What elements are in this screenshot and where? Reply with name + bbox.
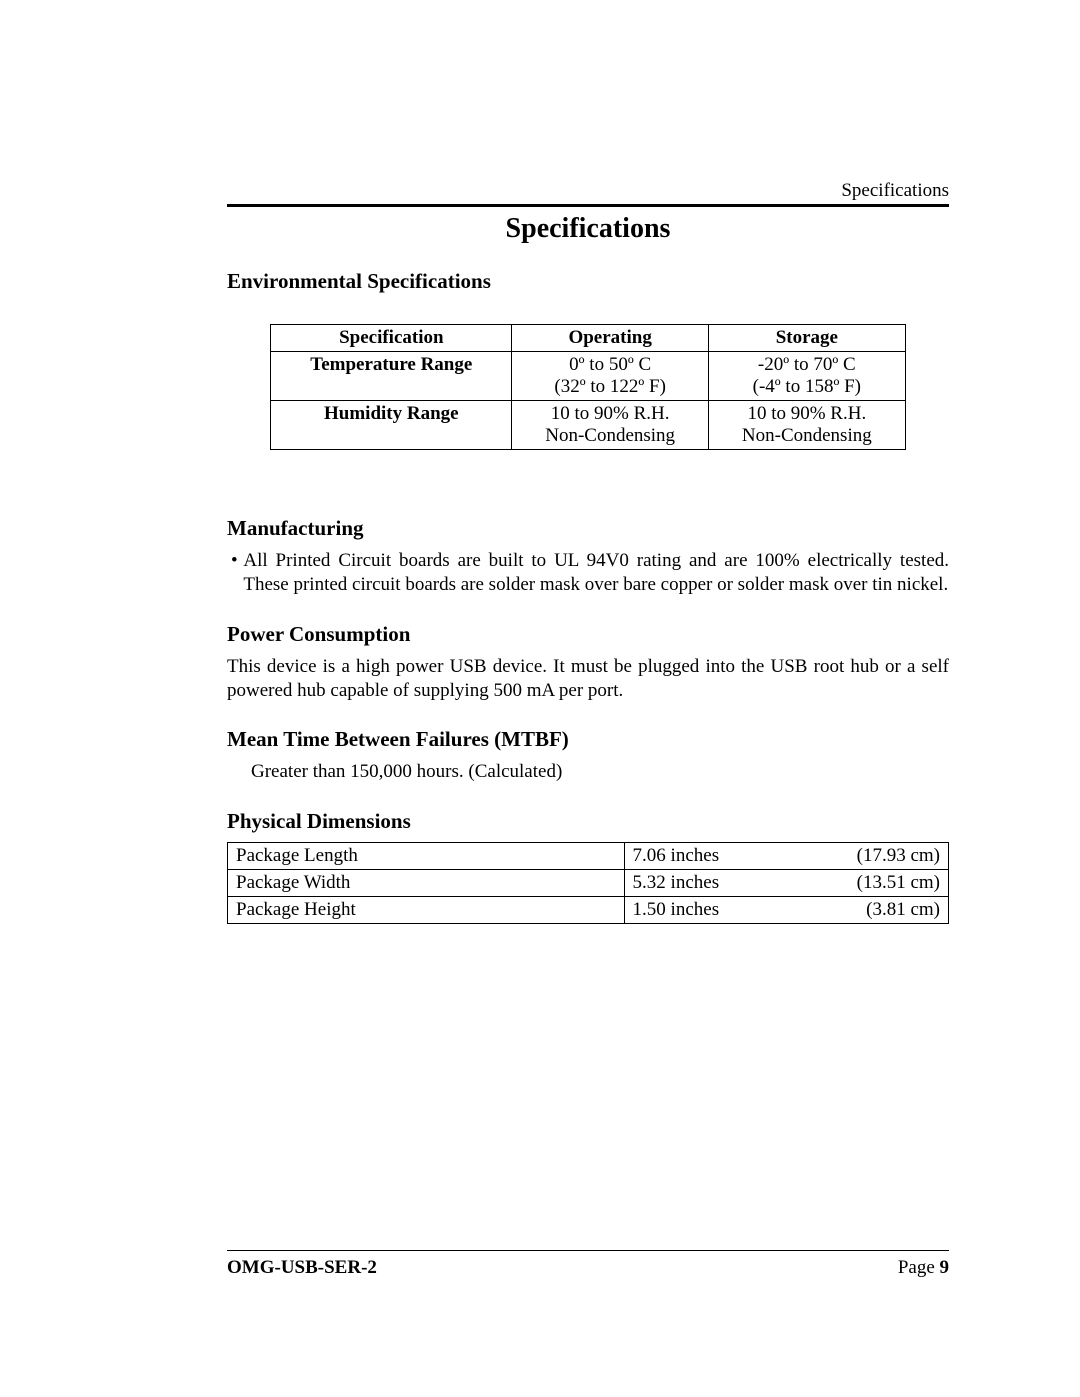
- page-title: Specifications: [227, 213, 949, 245]
- running-head: Specifications: [227, 180, 949, 202]
- section-heading-dimensions: Physical Dimensions: [227, 809, 949, 834]
- row-label: Humidity Range: [271, 401, 512, 450]
- footer-doc-id: OMG-USB-SER-2: [227, 1257, 377, 1279]
- header-rule: [227, 204, 949, 207]
- dim-cm: (3.81 cm): [866, 899, 940, 921]
- cell-line: Non-Condensing: [715, 425, 899, 447]
- col-header: Specification: [271, 325, 512, 352]
- section-heading-power: Power Consumption: [227, 622, 949, 647]
- table-row: Package Length 7.06 inches (17.93 cm): [228, 842, 949, 869]
- dimensions-table: Package Length 7.06 inches (17.93 cm) Pa…: [227, 842, 949, 924]
- dim-value: 5.32 inches (13.51 cm): [624, 869, 948, 896]
- footer-row: OMG-USB-SER-2 Page 9: [227, 1257, 949, 1279]
- table-row: Temperature Range 0º to 50º C (32º to 12…: [271, 352, 905, 401]
- cell-line: -20º to 70º C: [715, 354, 899, 376]
- section-heading-mtbf: Mean Time Between Failures (MTBF): [227, 727, 949, 752]
- footer-page-label: Page: [898, 1257, 940, 1278]
- cell: -20º to 70º C (-4º to 158º F): [708, 352, 905, 401]
- dim-inches: 7.06 inches: [633, 845, 720, 867]
- table-row: Humidity Range 10 to 90% R.H. Non-Conden…: [271, 401, 905, 450]
- cell-line: 10 to 90% R.H.: [518, 403, 702, 425]
- row-label: Temperature Range: [271, 352, 512, 401]
- environmental-table: Specification Operating Storage Temperat…: [270, 324, 905, 450]
- dim-label: Package Width: [228, 869, 625, 896]
- dim-cm: (13.51 cm): [857, 872, 940, 894]
- cell-line: (32º to 122º F): [518, 376, 702, 398]
- cell-line: (-4º to 158º F): [715, 376, 899, 398]
- dim-inches: 1.50 inches: [633, 899, 720, 921]
- table-header-row: Specification Operating Storage: [271, 325, 905, 352]
- cell-line: 10 to 90% R.H.: [715, 403, 899, 425]
- dim-value: 7.06 inches (17.93 cm): [624, 842, 948, 869]
- footer-rule: [227, 1250, 949, 1251]
- spacer: [227, 450, 949, 492]
- cell: 10 to 90% R.H. Non-Condensing: [708, 401, 905, 450]
- cell: 0º to 50º C (32º to 122º F): [512, 352, 709, 401]
- power-text: This device is a high power USB device. …: [227, 655, 949, 704]
- dim-inches: 5.32 inches: [633, 872, 720, 894]
- dim-label: Package Length: [228, 842, 625, 869]
- section-heading-manufacturing: Manufacturing: [227, 516, 949, 541]
- dim-cm: (17.93 cm): [857, 845, 940, 867]
- cell-line: 0º to 50º C: [518, 354, 702, 376]
- footer-page-number: 9: [940, 1257, 950, 1278]
- footer-page: Page 9: [898, 1257, 949, 1279]
- dim-value: 1.50 inches (3.81 cm): [624, 896, 948, 923]
- bullet-icon: •: [231, 549, 243, 573]
- table-row: Package Height 1.50 inches (3.81 cm): [228, 896, 949, 923]
- cell-line: Non-Condensing: [518, 425, 702, 447]
- page-body: Specifications Specifications Environmen…: [227, 180, 949, 1247]
- col-header: Operating: [512, 325, 709, 352]
- footer: OMG-USB-SER-2 Page 9: [227, 1250, 949, 1279]
- section-heading-environmental: Environmental Specifications: [227, 269, 949, 294]
- mtbf-text: Greater than 150,000 hours. (Calculated): [251, 760, 949, 784]
- col-header: Storage: [708, 325, 905, 352]
- bullet-text: All Printed Circuit boards are built to …: [243, 549, 949, 598]
- dim-label: Package Height: [228, 896, 625, 923]
- cell: 10 to 90% R.H. Non-Condensing: [512, 401, 709, 450]
- table-row: Package Width 5.32 inches (13.51 cm): [228, 869, 949, 896]
- bullet-item: • All Printed Circuit boards are built t…: [231, 549, 949, 598]
